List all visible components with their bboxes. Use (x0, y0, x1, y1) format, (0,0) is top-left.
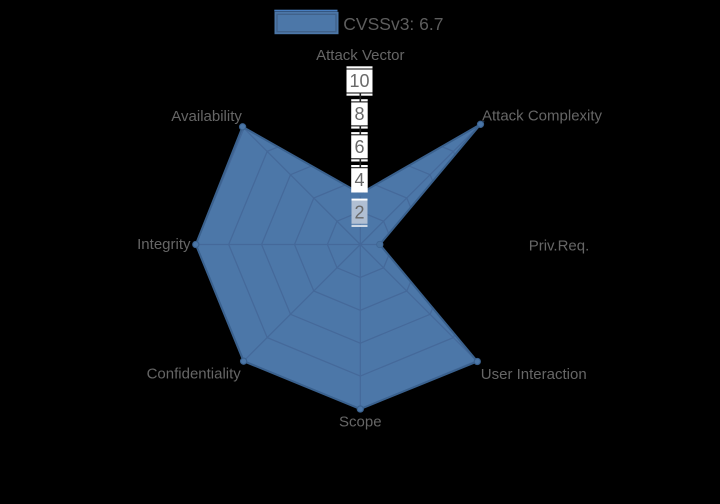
svg-text:Priv.Req.: Priv.Req. (529, 237, 590, 254)
svg-text:8: 8 (354, 104, 364, 124)
svg-text:Attack Complexity: Attack Complexity (482, 107, 603, 124)
svg-text:Integrity: Integrity (137, 236, 191, 253)
svg-text:10: 10 (349, 71, 369, 91)
svg-text:User Interaction: User Interaction (481, 366, 587, 383)
svg-text:Confidentiality: Confidentiality (147, 365, 242, 382)
svg-text:Availability: Availability (171, 108, 242, 125)
svg-text:CVSSv3: 6.7: CVSSv3: 6.7 (343, 14, 443, 34)
svg-text:Scope: Scope (339, 414, 382, 431)
svg-text:6: 6 (354, 137, 364, 157)
svg-text:4: 4 (354, 170, 364, 190)
svg-text:2: 2 (354, 202, 364, 222)
svg-text:Attack Vector: Attack Vector (316, 47, 404, 64)
